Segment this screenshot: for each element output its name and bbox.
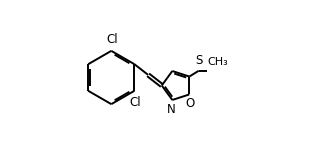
Text: S: S [195,54,203,67]
Text: O: O [185,97,195,111]
Text: Cl: Cl [129,96,141,109]
Text: CH₃: CH₃ [207,57,228,67]
Text: N: N [167,103,176,116]
Text: Cl: Cl [106,33,118,46]
